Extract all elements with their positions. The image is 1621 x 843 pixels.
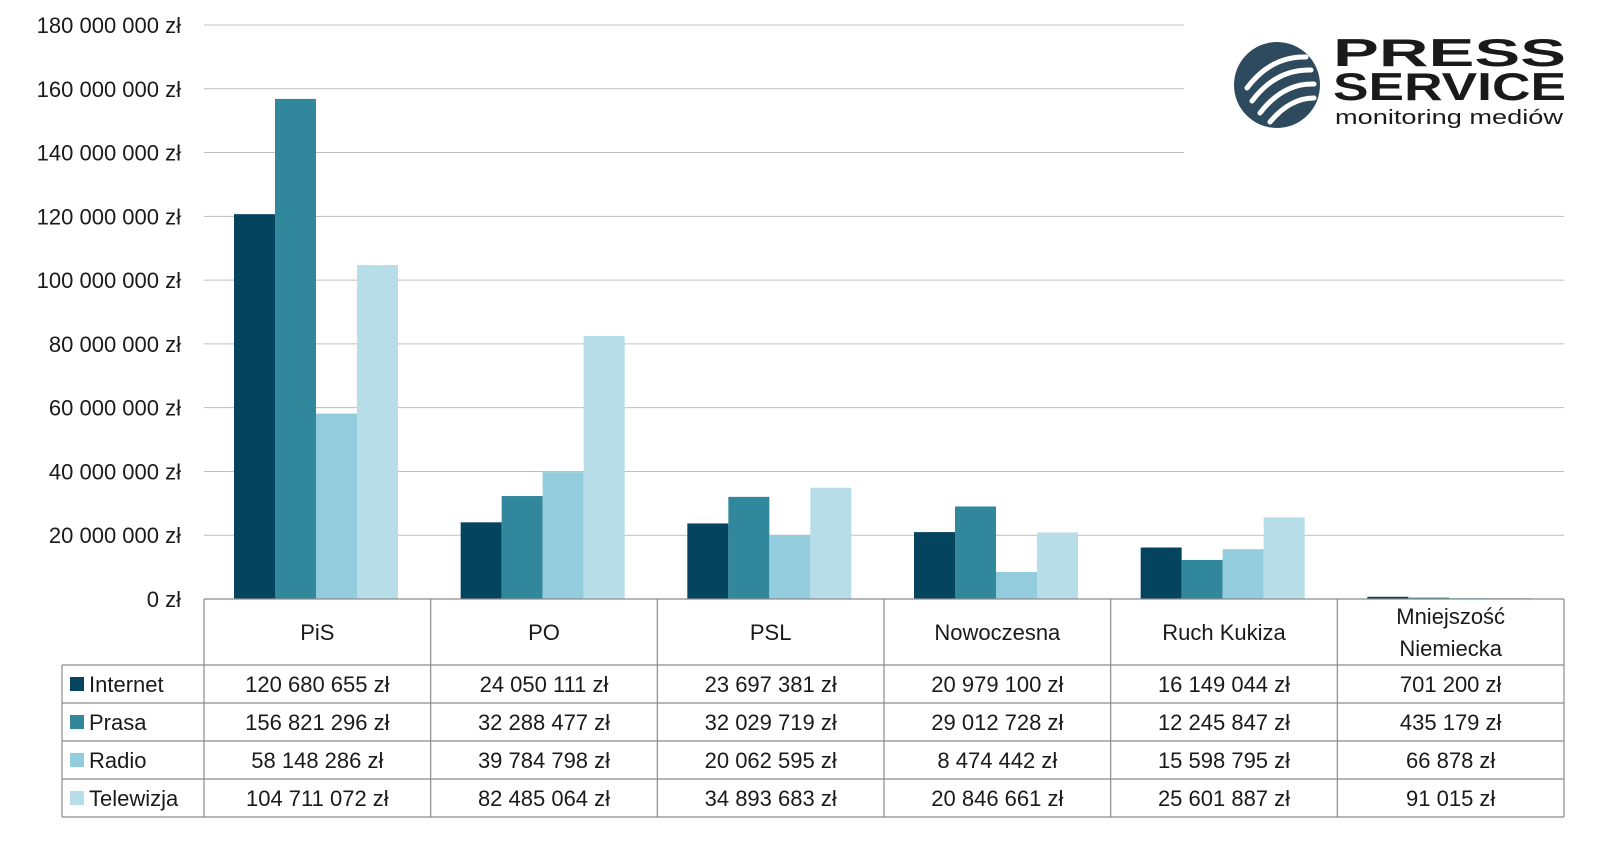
bar-nowoczesna-radio [996,571,1037,599]
y-tick-label: 100 000 000 zł [37,268,181,293]
bar-ruch-kukiza-internet [1140,547,1182,599]
value-cell-radio-pis: 58 148 286 zł [251,748,383,773]
category-label-nowoczesna: Nowoczesna [934,620,1061,645]
logo-swoosh-4 [1267,95,1317,125]
y-tick-label: 20 000 000 zł [49,523,181,548]
value-cell-prasa-mniejszosc-niemiecka: 435 179 zł [1400,710,1502,735]
value-cell-internet-nowoczesna: 20 979 100 zł [931,672,1063,697]
y-tick-label: 160 000 000 zł [37,77,181,102]
value-cell-internet-psl: 23 697 381 zł [705,672,837,697]
value-cell-telewizja-po: 82 485 064 zł [478,786,610,811]
legend-label-telewizja: Telewizja [89,786,179,811]
y-tick-label: 80 000 000 zł [49,332,181,357]
bar-ruch-kukiza-telewizja [1263,517,1305,599]
value-cell-radio-po: 39 784 798 zł [478,748,610,773]
value-cell-telewizja-ruch-kukiza: 25 601 887 zł [1158,786,1290,811]
bar-nowoczesna-internet [914,532,955,599]
press-service-logo: PRESS SERVICE monitoring mediów [1184,14,1621,154]
value-cell-internet-pis: 120 680 655 zł [245,672,389,697]
value-cell-telewizja-psl: 34 893 683 zł [705,786,837,811]
value-cell-internet-ruch-kukiza: 16 149 044 zł [1158,672,1290,697]
bar-pis-internet [234,214,275,600]
value-cell-telewizja-nowoczesna: 20 846 661 zł [931,786,1063,811]
category-label-po: PO [528,620,560,645]
bar-psl-internet [687,523,729,599]
y-tick-label: 180 000 000 zł [37,13,181,38]
value-cell-radio-ruch-kukiza: 15 598 795 zł [1158,748,1290,773]
bar-po-telewizja [583,335,625,599]
bar-mniejszosc-niemiecka-prasa [1408,597,1450,599]
value-cell-internet-po: 24 050 111 zł [480,672,609,697]
value-cell-telewizja-pis: 104 711 072 zł [246,786,389,811]
value-cell-prasa-pis: 156 821 296 zł [245,710,389,735]
legend-label-radio: Radio [89,748,146,773]
value-cell-radio-mniejszosc-niemiecka: 66 878 zł [1406,748,1495,773]
value-cell-prasa-ruch-kukiza: 12 245 847 zł [1158,710,1290,735]
logo-service: SERVICE [1333,66,1566,109]
y-axis: 0 zł 20 000 000 zł 40 000 000 zł 60 000 000… [37,13,181,612]
category-label-ruch-kukiza: Ruch Kukiza [1162,620,1286,645]
bar-po-prasa [501,496,543,599]
bar-nowoczesna-telewizja [1037,532,1078,599]
bar-po-radio [542,472,584,599]
data-table: PiS PO PSL Nowoczesna Ruch Kukiza Mniejszość N… [61,598,1565,818]
legend-swatch-telewizja [70,791,84,805]
logo-press: PRESS [1333,32,1566,75]
y-tick-label: 120 000 000 zł [37,204,181,229]
value-cell-prasa-psl: 32 029 719 zł [705,710,837,735]
logo-tagline: monitoring mediów [1335,107,1564,129]
y-tick-label: 40 000 000 zł [49,459,181,484]
bar-pis-radio [316,413,357,599]
value-cell-radio-psl: 20 062 595 zł [705,748,837,773]
value-cell-radio-nowoczesna: 8 474 442 zł [937,748,1057,773]
bar-ruch-kukiza-radio [1222,549,1264,599]
logo-swoosh-1 [1244,54,1309,91]
category-label-psl: PSL [750,620,792,645]
y-tick-label: 0 zł [147,587,181,612]
category-label-pis: PiS [300,620,334,645]
value-cell-prasa-nowoczesna: 29 012 728 zł [931,710,1063,735]
bar-pis-prasa [275,98,316,600]
value-cell-internet-mniejszosc-niemiecka: 701 200 zł [1400,672,1502,697]
legend-swatch-internet [70,677,84,691]
bars [234,98,1532,600]
bar-mniejszosc-niemiecka-internet [1367,596,1409,599]
category-label-mniejszosc-niemiecka: Mniejszość Niemiecka [1396,604,1505,661]
legend-label-prasa: Prasa [89,710,147,735]
logo-swoosh-2 [1249,67,1314,104]
legend-swatch-radio [70,753,84,767]
logo-swoosh-3 [1257,81,1317,116]
bar-po-internet [460,522,502,599]
legend-swatch-prasa [70,715,84,729]
gridlines [204,24,1564,536]
bar-psl-prasa [728,496,770,599]
value-cell-telewizja-mniejszosc-niemiecka: 91 015 zł [1406,786,1495,811]
bar-psl-telewizja [810,487,852,599]
value-cell-prasa-po: 32 288 477 zł [478,710,610,735]
y-tick-label: 140 000 000 zł [37,141,181,166]
bar-psl-radio [769,535,811,599]
y-tick-label: 60 000 000 zł [49,396,181,421]
bar-pis-telewizja [357,265,398,599]
bar-ruch-kukiza-prasa [1181,559,1223,599]
bar-nowoczesna-prasa [955,506,996,599]
legend-label-internet: Internet [89,672,164,697]
logo-emblem-icon [1234,42,1320,128]
